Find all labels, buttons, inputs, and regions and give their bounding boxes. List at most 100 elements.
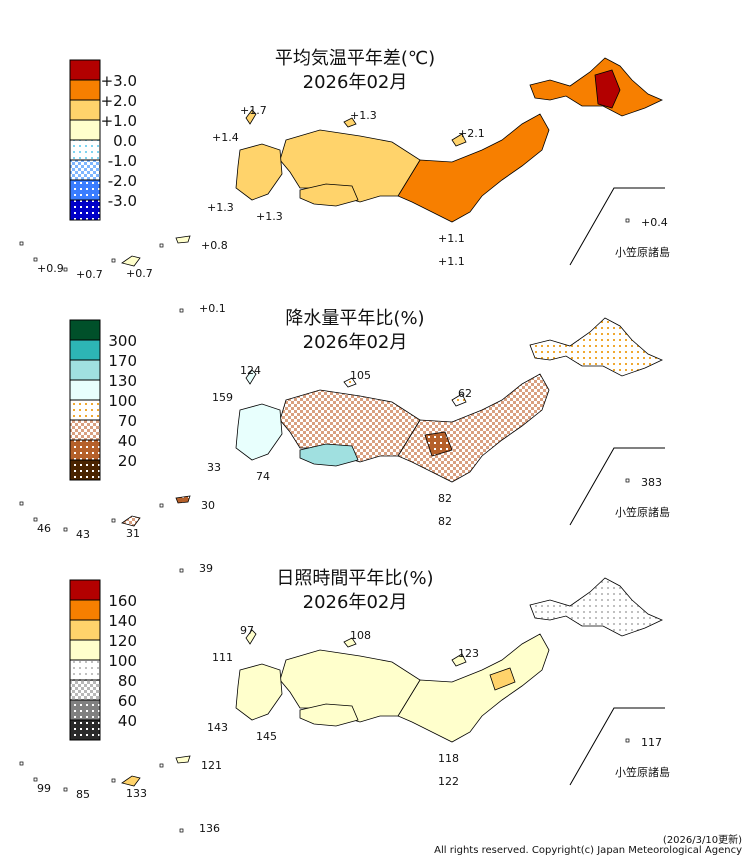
japan-map [19, 317, 665, 573]
island [159, 243, 164, 248]
ogasawara-inset-border [569, 447, 665, 526]
value-minamidaito: 136 [199, 822, 220, 835]
anomaly-area [424, 431, 453, 457]
legend-swatch [69, 419, 101, 441]
panel-title: 日照時間平年比(%) [276, 568, 433, 589]
legend-swatch [69, 619, 101, 641]
legend-swatch [69, 379, 101, 401]
legend-label: -1.0 [108, 152, 137, 170]
value-tsushima: 124 [240, 364, 261, 377]
value-hachijojima: 118 [438, 752, 459, 765]
island [63, 527, 68, 532]
island [19, 501, 24, 506]
legend-swatch [69, 579, 101, 601]
panel-title: 降水量平年比(%) [285, 308, 424, 329]
legend-swatch [69, 679, 101, 701]
value-yakushima: +1.3 [207, 201, 234, 214]
value-yakushima: 33 [207, 461, 221, 474]
value-sado: 123 [458, 647, 479, 660]
value-tsushima: +1.7 [240, 104, 267, 117]
region-amami [175, 495, 191, 504]
value-ishigaki: 85 [76, 788, 90, 801]
panel-month: 2026年02月 [303, 332, 408, 353]
value-oki: 105 [350, 369, 371, 382]
legend-swatch [69, 659, 101, 681]
region-hokkaido [529, 577, 663, 637]
legend-swatch [69, 399, 101, 421]
legend-swatch [69, 119, 101, 141]
legend-label: 100 [108, 652, 137, 670]
value-yonaguni: +0.9 [37, 262, 64, 275]
value-oki: +1.3 [350, 109, 377, 122]
region-amami [175, 235, 191, 244]
island [63, 267, 68, 272]
island [179, 308, 184, 313]
island [63, 787, 68, 792]
ogasawara-label: 小笠原諸島 [615, 505, 670, 519]
island [33, 257, 38, 262]
region-amami [175, 755, 191, 764]
copyright: All rights reserved. Copyright(c) Japan … [434, 845, 742, 856]
value-goto: 159 [212, 391, 233, 404]
legend-label: -3.0 [108, 192, 137, 210]
region-tsushima [245, 369, 257, 385]
legend-label: -2.0 [108, 172, 137, 190]
panel-precipitation: 降水量平年比(%) 2026年02月 300 170 130 100 70 40 20 小笠原諸島… [19, 308, 670, 575]
value-minamidaito: +0.1 [199, 302, 226, 315]
value-okinawa: 133 [126, 787, 147, 800]
panel-temperature: 平均気温平年差(℃) 2026年02月 +3.0 +2.0 +1.0 0.0 -1.0 -2.… [19, 48, 670, 315]
legend-label: +3.0 [101, 72, 137, 90]
value-chichijima: 117 [641, 736, 662, 749]
region-shikoku [299, 703, 359, 727]
region-honshuW [279, 649, 421, 723]
value-ishigaki: 43 [76, 528, 90, 541]
ogasawara-inset-border [569, 707, 665, 786]
value-tanegashima: 145 [256, 730, 277, 743]
legend-label: 140 [108, 612, 137, 630]
island [625, 738, 630, 743]
value-sado: +2.1 [458, 127, 485, 140]
value-okinawa: 31 [126, 527, 140, 540]
panel-sunshine: 日照時間平年比(%) 2026年02月 160 140 120 100 80 60 40 小笠原諸… [19, 568, 670, 835]
legend: 160 140 120 100 80 60 40 [69, 579, 137, 741]
region-honshuW [279, 129, 421, 203]
japan-map [19, 577, 665, 833]
value-oki: 108 [350, 629, 371, 642]
region-okinawa [121, 255, 141, 267]
legend-swatch [69, 139, 101, 161]
legend-label: 170 [108, 352, 137, 370]
value-okinawa: +0.7 [126, 267, 153, 280]
legend-label: 40 [118, 432, 137, 450]
legend-swatch [69, 179, 101, 201]
value-hachijojima: 82 [438, 492, 452, 505]
value-ishigaki: +0.7 [76, 268, 103, 281]
legend-label: 160 [108, 592, 137, 610]
legend-label: 0.0 [113, 132, 137, 150]
value-chichijima: 383 [641, 476, 662, 489]
island [625, 218, 630, 223]
panel-month: 2026年02月 [303, 72, 408, 93]
legend-swatch [69, 319, 101, 341]
legend: 300 170 130 100 70 40 20 [69, 319, 137, 481]
value-sado: 62 [458, 387, 472, 400]
island [159, 763, 164, 768]
island [33, 517, 38, 522]
legend-swatch [69, 459, 101, 481]
region-tsushima [245, 109, 257, 125]
value-amami: 30 [201, 499, 215, 512]
panel-month: 2026年02月 [303, 592, 408, 613]
legend-label: +2.0 [101, 92, 137, 110]
region-hokkaido [529, 317, 663, 377]
legend-label: 130 [108, 372, 137, 390]
legend-swatch [69, 339, 101, 361]
legend-swatch [69, 199, 101, 221]
value-miyakejima: 82 [438, 515, 452, 528]
value-miyakejima: 122 [438, 775, 459, 788]
region-shikoku [299, 183, 359, 207]
value-amami: +0.8 [201, 239, 228, 252]
update-date: (2026/3/10更新) [662, 835, 742, 846]
value-amami: 121 [201, 759, 222, 772]
island [179, 568, 184, 573]
region-oki [343, 117, 357, 128]
region-kyushu [235, 403, 283, 461]
